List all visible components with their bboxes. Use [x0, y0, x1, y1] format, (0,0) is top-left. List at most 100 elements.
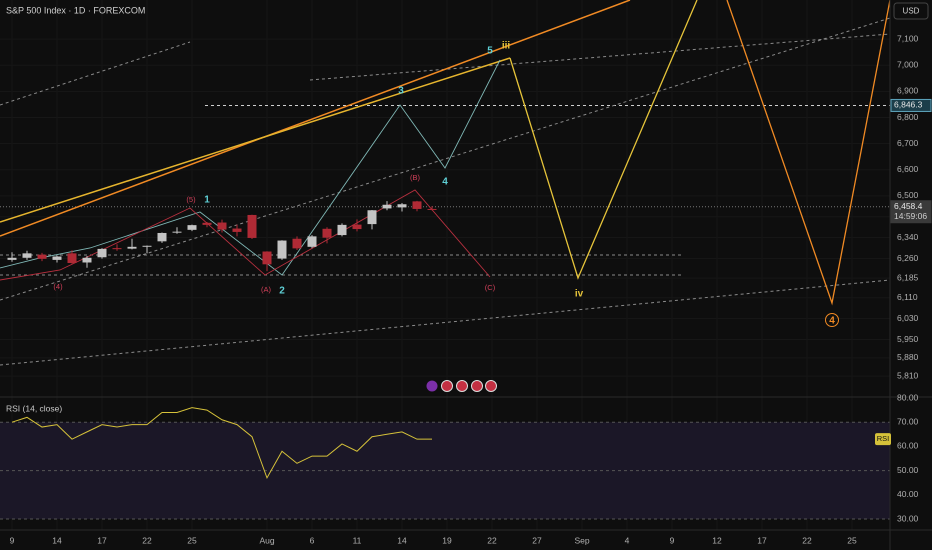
- y-tick-label: 6,900: [897, 86, 919, 96]
- under-layer: [0, 104, 890, 520]
- candle-body: [337, 224, 347, 236]
- wave-label: 2: [279, 286, 285, 297]
- chart-title: S&P 500 Index · 1D · FOREXCOM: [6, 5, 145, 15]
- candle-body: [157, 232, 167, 242]
- wave-label: 4: [829, 316, 835, 327]
- x-tick-label: 14: [397, 535, 407, 545]
- wave-label: 5: [487, 46, 493, 57]
- candle-body: [112, 248, 122, 250]
- candle-body: [277, 240, 287, 259]
- rsi-line: [11, 407, 432, 480]
- wave-label: (B): [410, 173, 421, 182]
- candle-body: [22, 253, 32, 258]
- candle-body: [247, 214, 257, 238]
- candle-body: [232, 228, 242, 232]
- candle-body: [172, 231, 182, 233]
- event-icon[interactable]: [456, 380, 468, 392]
- wave-label: (4): [53, 282, 63, 291]
- price-label: 6,846.3: [894, 100, 923, 110]
- candle-body: [292, 238, 302, 249]
- x-tick-label: 22: [142, 535, 152, 545]
- y-tick-label: 7,100: [897, 33, 919, 43]
- y-tick-label: 6,600: [897, 164, 919, 174]
- event-icon[interactable]: [426, 380, 438, 392]
- wave-label: (A): [261, 285, 272, 294]
- y-tick-label: 6,500: [897, 190, 919, 200]
- y-tick-label: 5,880: [897, 352, 919, 362]
- rsi-value-box: [875, 433, 891, 446]
- price-label-box: [890, 200, 932, 224]
- candle-body: [97, 248, 107, 258]
- y-tick-label: 6,110: [897, 292, 918, 302]
- wave-label: 1: [204, 195, 210, 206]
- y-tick-label: 50.00: [897, 465, 919, 475]
- x-tick-label: 17: [757, 535, 767, 545]
- event-icon[interactable]: [471, 380, 483, 392]
- countdown-label: 14:59:06: [894, 211, 927, 221]
- axes: 7,1007,0006,9006,8006,7006,6006,5006,420…: [10, 33, 932, 545]
- rsi-title: RSI (14, close): [6, 403, 62, 413]
- x-tick-label: 27: [532, 535, 542, 545]
- candle-body: [7, 257, 17, 260]
- wave-path: [726, 0, 891, 306]
- trend-line: [0, 279, 891, 366]
- candle-body: [52, 256, 62, 260]
- candle-body: [67, 253, 77, 264]
- y-tick-label: 6,340: [897, 232, 919, 242]
- candle-body: [217, 222, 227, 230]
- series-name: RSI: [877, 434, 890, 443]
- y-tick-label: 70.00: [897, 416, 919, 426]
- wave-label: 4: [442, 177, 448, 188]
- x-tick-label: Sep: [574, 535, 589, 545]
- currency-label[interactable]: USD: [903, 7, 920, 16]
- x-tick-label: 11: [353, 535, 362, 545]
- y-tick-label: 6,185: [897, 272, 919, 282]
- x-tick-label: 25: [847, 535, 857, 545]
- y-tick-label: 5,950: [897, 334, 919, 344]
- wave-label: (C): [485, 283, 496, 292]
- candle-body: [82, 257, 92, 263]
- candle-body: [367, 210, 377, 225]
- x-tick-label: 14: [52, 535, 62, 545]
- candle-body: [352, 224, 362, 230]
- price-label: 6,458.4: [894, 201, 923, 211]
- drawings: [0, 0, 891, 366]
- candle-body: [412, 201, 422, 209]
- x-tick-label: 4: [625, 535, 630, 545]
- y-tick-label: 60.00: [897, 441, 919, 451]
- candle-body: [322, 228, 332, 238]
- candle-body: [382, 204, 392, 209]
- wave-labels: 5 iii 3 (B) 4 (5) 1 (4) (A) 2 (C) iv 4: [53, 41, 839, 327]
- candle-body: [262, 251, 272, 265]
- price-label-box: [890, 98, 932, 112]
- y-tick-label: 40.00: [897, 489, 919, 499]
- y-tick-label: 5,810: [897, 370, 919, 380]
- y-tick-label: 7,000: [897, 60, 919, 70]
- event-icons[interactable]: [426, 380, 497, 392]
- event-icon[interactable]: [485, 380, 497, 392]
- x-tick-label: 6: [310, 535, 315, 545]
- candle-body: [307, 236, 317, 247]
- wave-label: (5): [186, 195, 196, 204]
- wave-label: 3: [398, 86, 404, 97]
- over-layer: [7, 200, 437, 480]
- candle-body: [37, 254, 47, 259]
- currency-button[interactable]: [893, 2, 929, 20]
- candle-body: [187, 225, 197, 230]
- candle-body: [427, 208, 437, 210]
- x-tick-label: 25: [187, 535, 197, 545]
- wave-path: [0, 59, 501, 276]
- event-icon[interactable]: [441, 380, 453, 392]
- x-tick-label: 9: [670, 535, 675, 545]
- x-tick-label: 22: [802, 535, 812, 545]
- x-tick-label: Aug: [259, 535, 274, 545]
- price-axis-panel: [890, 0, 932, 550]
- candle-body: [202, 222, 212, 225]
- y-tick-label: 6,700: [897, 138, 919, 148]
- wave-label: iv: [575, 289, 584, 300]
- candle-body: [127, 246, 137, 249]
- channel-line: [0, 0, 631, 237]
